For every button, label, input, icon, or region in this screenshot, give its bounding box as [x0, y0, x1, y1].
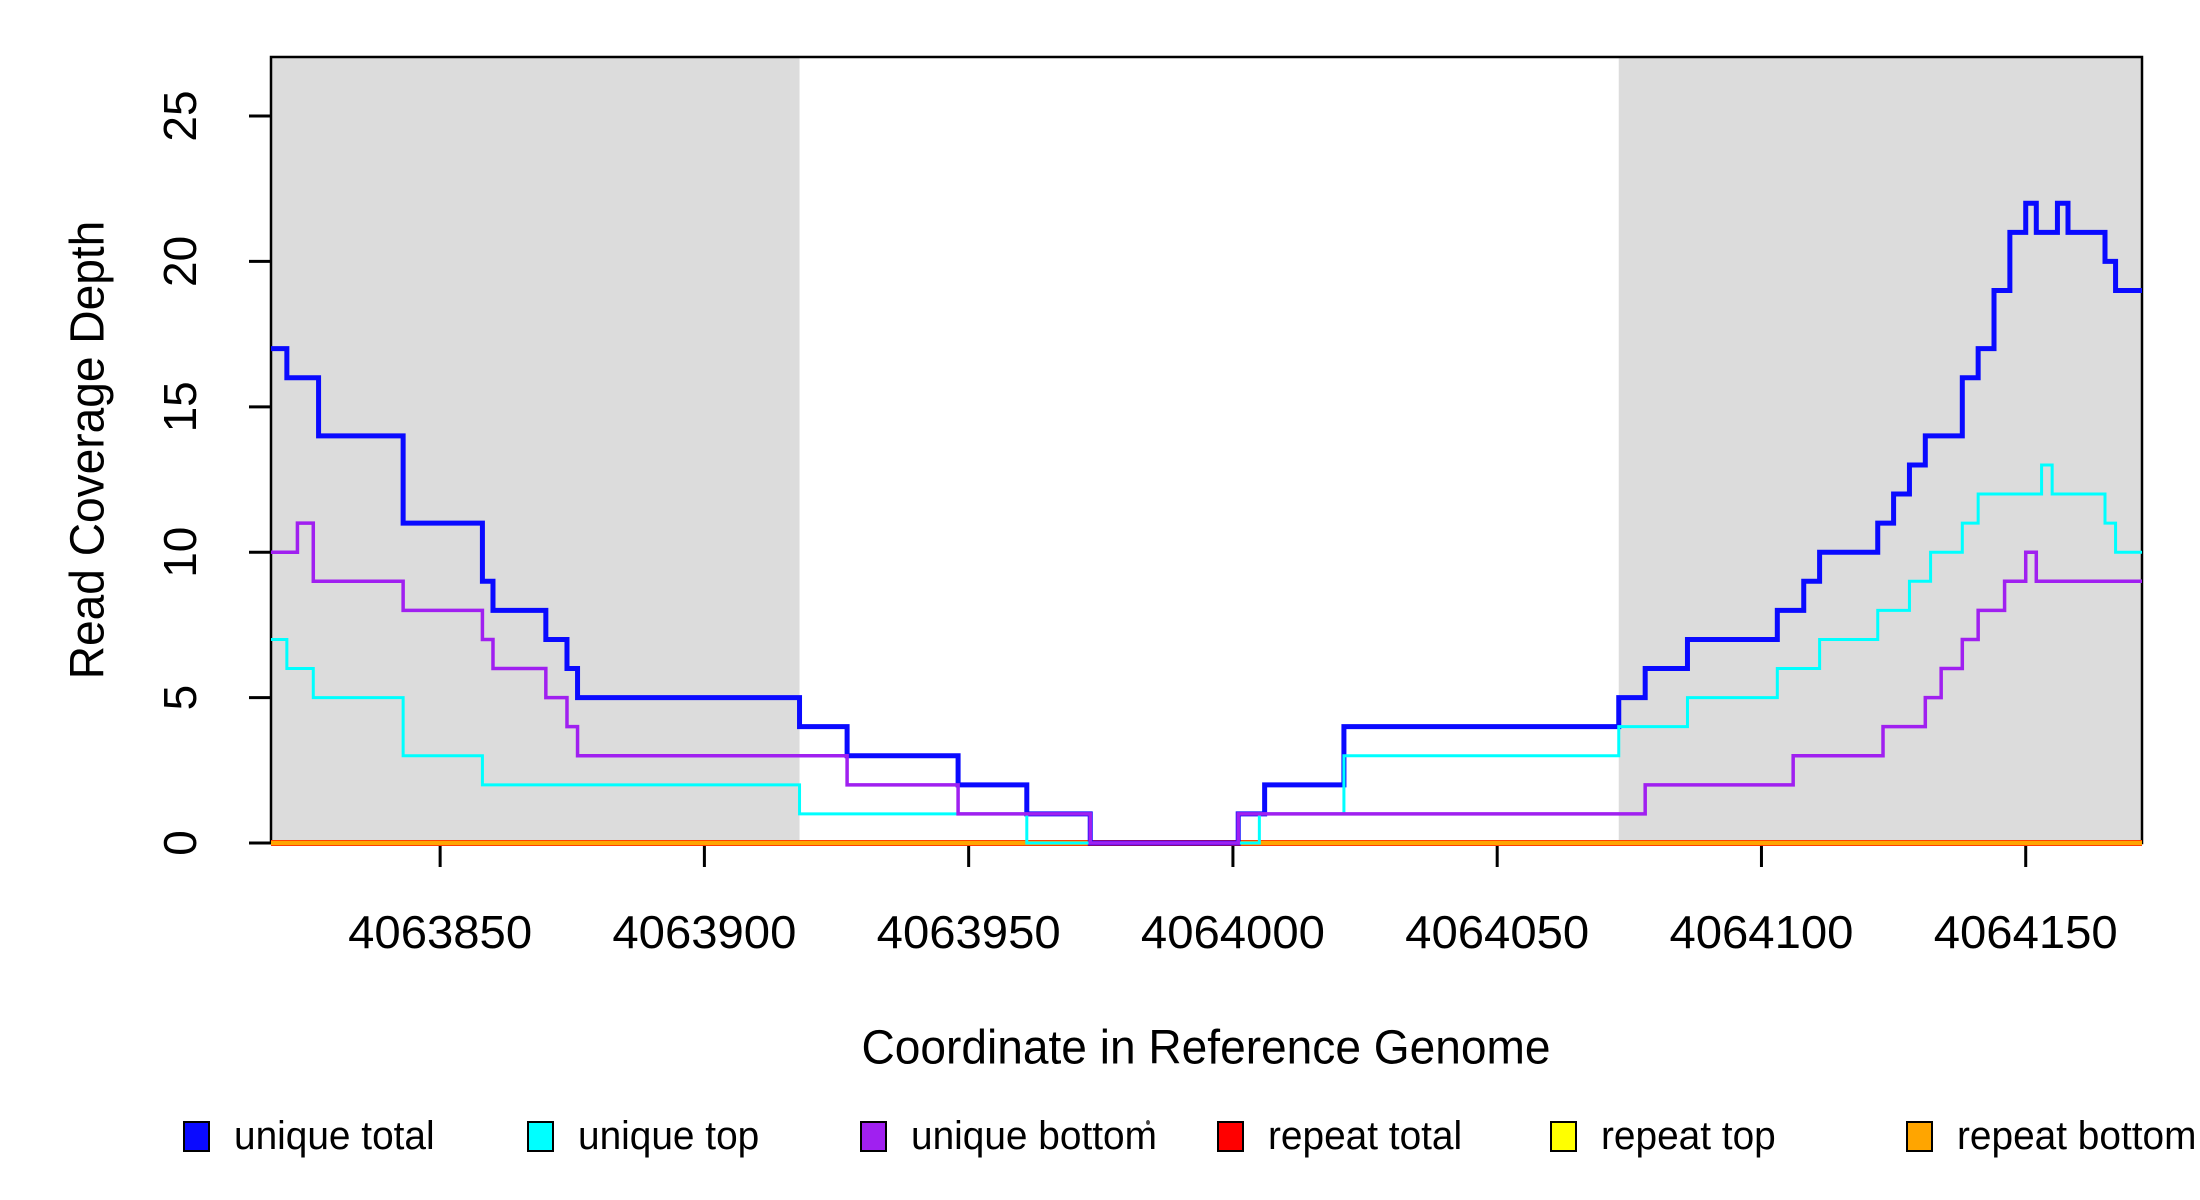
- x-tick-label: 4064150: [1934, 906, 2118, 958]
- shaded-region: [1618, 57, 2142, 843]
- legend-label: unique top: [578, 1113, 760, 1158]
- x-tick-label: 4063950: [877, 906, 1061, 958]
- stray-dot: [1146, 1120, 1150, 1125]
- x-tick-label: 4063900: [612, 906, 796, 958]
- y-tick-label: 0: [154, 830, 206, 856]
- series-unique-total: [271, 200, 2142, 846]
- legend-label: repeat top: [1601, 1113, 1776, 1158]
- repeat-top-swatch-icon: [1550, 1120, 1577, 1152]
- y-axis-title: Read Coverage Depth: [61, 220, 115, 680]
- repeat-bottom-swatch-icon: [1906, 1120, 1933, 1152]
- legend-item-unique-top: unique top: [527, 1114, 765, 1158]
- repeat-total-swatch-icon: [1217, 1120, 1244, 1152]
- x-tick-label: 4064000: [1141, 906, 1325, 958]
- x-tick-label: 4064050: [1405, 906, 1589, 958]
- x-tick-label: 4063850: [348, 906, 532, 958]
- legend-item-repeat-top: repeat top: [1550, 1114, 1781, 1158]
- legend-item-repeat-bottom: repeat bottom: [1906, 1114, 2200, 1158]
- y-tick-label: 15: [154, 381, 206, 432]
- legend-item-unique-bottom: unique bottom: [860, 1114, 1165, 1158]
- unique-bottom-swatch-icon: [860, 1120, 887, 1152]
- unique-total-swatch-icon: [183, 1120, 210, 1152]
- legend-label: unique bottom: [911, 1113, 1157, 1158]
- legend-item-repeat-total: repeat total: [1217, 1114, 1468, 1158]
- y-tick-label: 10: [154, 527, 206, 578]
- legend-label: repeat bottom: [1957, 1113, 2197, 1158]
- y-tick-label: 20: [154, 236, 206, 287]
- legend-item-unique-total: unique total: [183, 1114, 441, 1158]
- x-axis-title: Coordinate in Reference Genome: [861, 1021, 1551, 1075]
- legend-label: unique total: [234, 1113, 435, 1158]
- shaded-region: [271, 57, 800, 843]
- series-unique-top: [271, 463, 2142, 845]
- y-tick-label: 25: [154, 90, 206, 141]
- x-tick-label: 4064100: [1669, 906, 1853, 958]
- y-tick-label: 5: [154, 685, 206, 711]
- unique-top-swatch-icon: [527, 1120, 554, 1152]
- series-unique-bottom: [271, 521, 2142, 845]
- legend-label: repeat total: [1268, 1113, 1463, 1158]
